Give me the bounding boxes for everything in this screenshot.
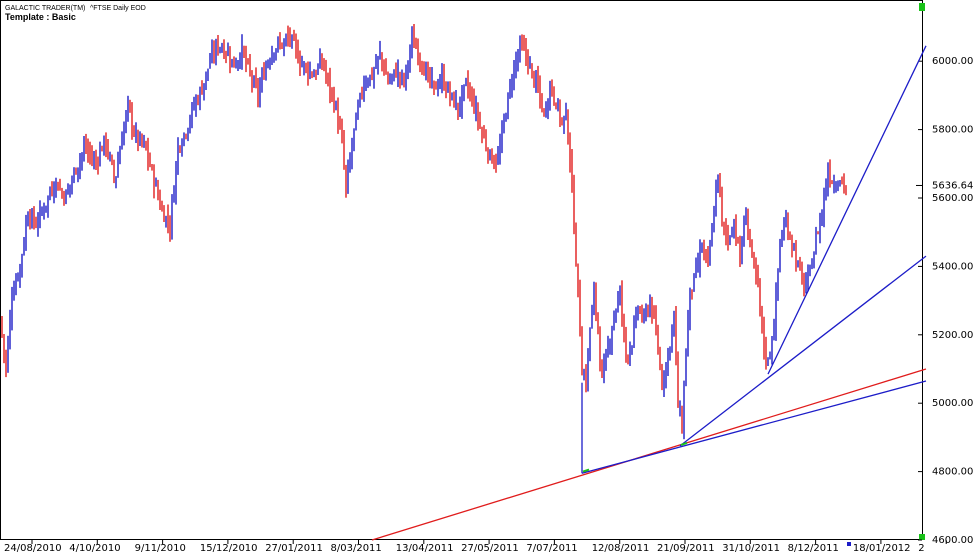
plot-bottom-band <box>0 540 924 554</box>
x-tick-label: 21/09/2011 <box>657 543 715 554</box>
x-tick-label: 27/05/2011 <box>461 543 519 554</box>
x-tick-label: 15/12/2010 <box>200 543 258 554</box>
y-tick-label: 4800.00 <box>932 467 973 478</box>
y-tick-label: 4600.00 <box>932 535 973 546</box>
x-tick-label: 8/03/2011 <box>331 543 382 554</box>
pivot-anchor-mark <box>582 468 590 473</box>
y-tick-label: 5400.00 <box>932 261 973 272</box>
plot-area <box>0 0 923 540</box>
bottom-right-marker[interactable] <box>919 534 925 540</box>
pivot-anchor-mark <box>680 441 688 446</box>
x-tick-label: 9/11/2010 <box>135 543 186 554</box>
y-tick-label: 5600.00 <box>932 193 973 204</box>
symbol-title: ^FTSE Daily EOD <box>90 5 146 12</box>
x-tick-label: 7/07/2011 <box>526 543 577 554</box>
blue-trend-line[interactable] <box>679 255 927 447</box>
y-axis: 4600.00 4800.00 5000.00 5200.00 5400.00 5600.… <box>918 56 973 546</box>
x-tick-label: 24/08/2010 <box>4 543 62 554</box>
x-tick-label: 8/12/2011 <box>788 543 839 554</box>
x-tick-label: 2 <box>918 543 924 554</box>
blue-trend-line[interactable] <box>767 45 927 375</box>
y-tick-label: 5200.00 <box>932 330 973 341</box>
x-tick-label: 31/10/2011 <box>722 543 780 554</box>
x-tick-label: 12/08/2011 <box>592 543 650 554</box>
x-tick-label: 27/01/2011 <box>265 543 323 554</box>
x-tick-label: 13/04/2011 <box>396 543 454 554</box>
template-label: Template : Basic <box>5 12 76 22</box>
trend-lines <box>371 45 927 541</box>
y-tick-label: 5800.00 <box>932 125 973 136</box>
price-bars <box>1 24 847 440</box>
x-tick-label: 18/01/2012 <box>853 543 911 554</box>
last-price-marker: 5636.64 <box>916 180 973 191</box>
red-trend-line[interactable] <box>371 368 927 541</box>
x-axis: 24/08/2010 4/10/2010 9/11/2010 15/12/2010 27… <box>4 540 947 554</box>
last-price-label: 5636.64 <box>932 180 973 191</box>
top-right-marker[interactable] <box>919 3 925 11</box>
app-name: GALACTIC TRADER(TM) <box>5 5 85 12</box>
blue-trend-line[interactable] <box>581 380 927 474</box>
y-tick-label: 5000.00 <box>932 398 973 409</box>
bottom-scroll-marker[interactable] <box>847 542 851 546</box>
y-tick-label: 6000.00 <box>932 56 973 67</box>
x-tick-label: 4/10/2010 <box>69 543 120 554</box>
